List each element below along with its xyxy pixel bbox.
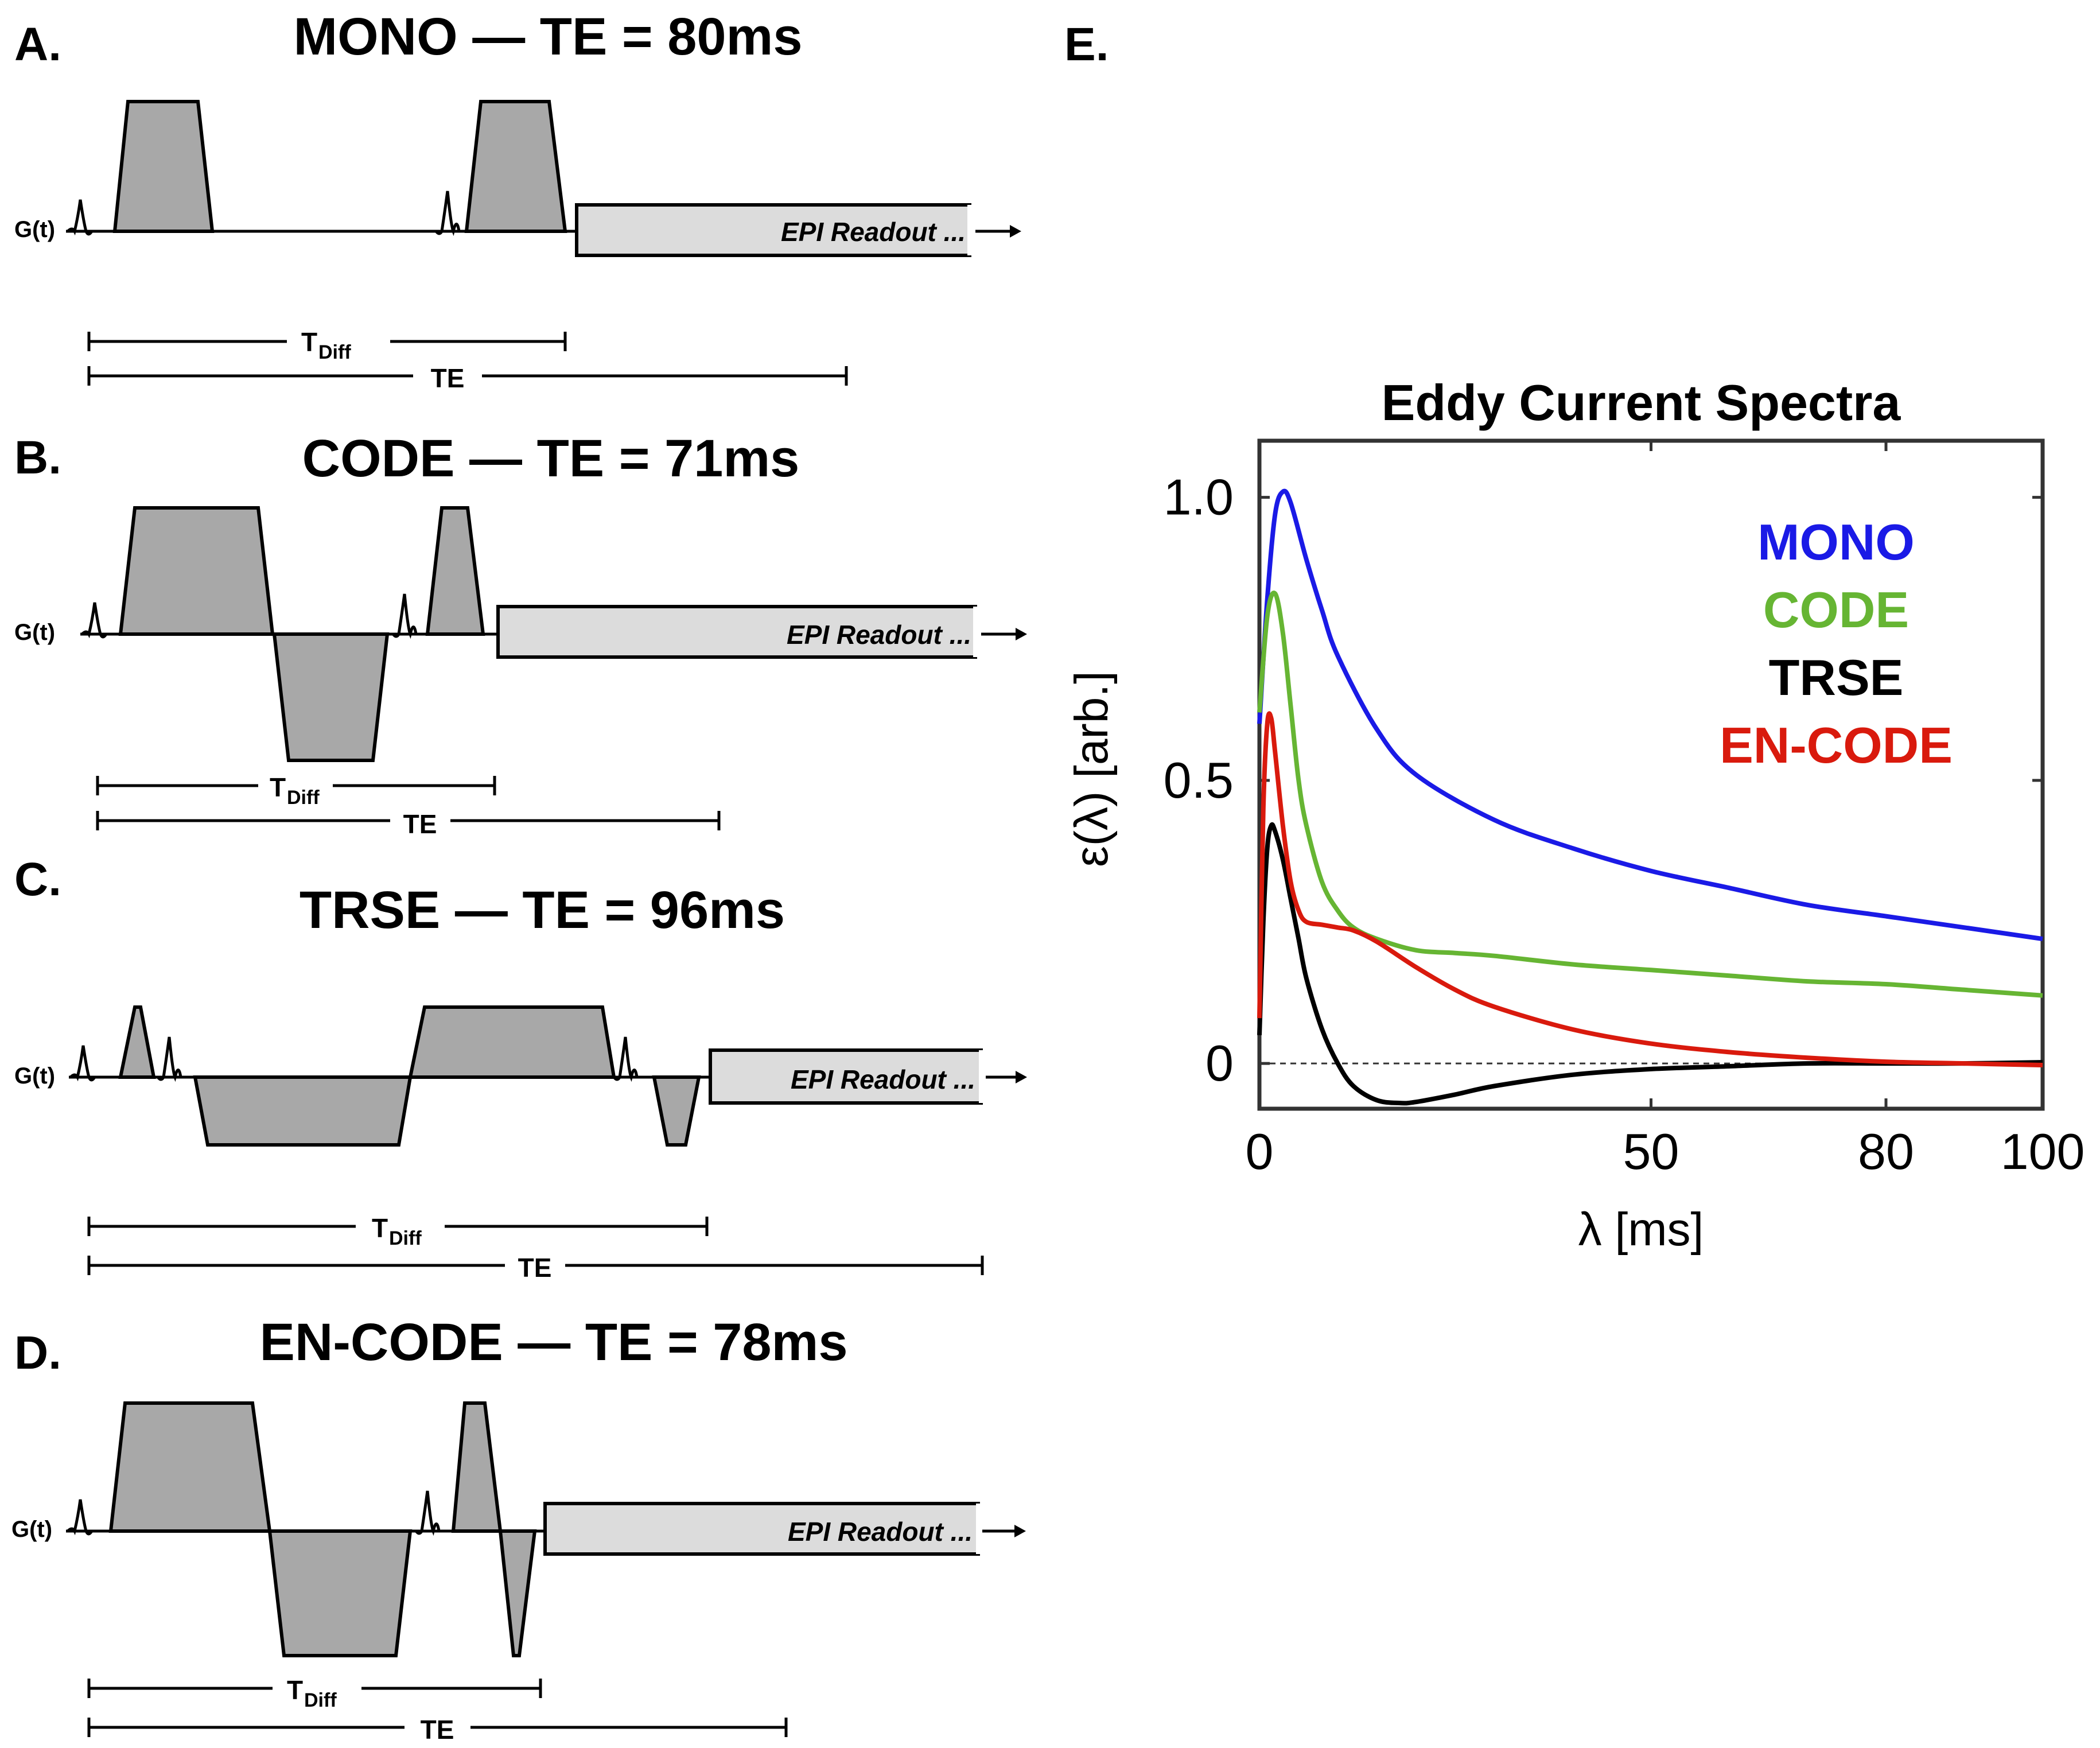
- panel-d-arrow-icon: [1014, 1525, 1026, 1537]
- svg-text:Diff: Diff: [287, 787, 320, 809]
- panel-c-gradient-lobe-1: [118, 1005, 156, 1079]
- panel-b-title: CODE — TE = 71ms: [302, 429, 800, 488]
- panel-a-gradient-lobe-2: [464, 100, 567, 233]
- panel-a-gradient-lobe-1: [112, 100, 215, 233]
- svg-text:Diff: Diff: [304, 1689, 337, 1711]
- panel-d-gradient-lobe-1: [108, 1401, 272, 1533]
- panel-b-tdiff-span: T Diff: [96, 772, 496, 809]
- legend-entry-code: CODE: [1763, 581, 1909, 638]
- svg-text:TE: TE: [518, 1253, 552, 1283]
- panel-b-arrow-icon: [1016, 628, 1027, 640]
- panel-c-letter: C.: [14, 853, 61, 906]
- legend-entry-trse: TRSE: [1769, 649, 1904, 706]
- panel-c-gradient-lobe-2: [193, 1075, 413, 1147]
- legend-entry-mono: MONO: [1757, 514, 1915, 570]
- panel-b-gradient-lobe-2: [272, 632, 390, 762]
- panel-e-letter: E.: [1064, 18, 1109, 71]
- y-tick-label-2: 1.0: [1164, 469, 1234, 526]
- panel-a: A. MONO — TE = 80ms G(t) EPI Readout ...…: [14, 7, 1021, 393]
- series-line-mono: [1257, 488, 2043, 942]
- svg-text:TE: TE: [403, 809, 437, 839]
- panel-c: C. TRSE — TE = 96ms G(t) EPI Readout ...…: [14, 853, 1027, 1283]
- svg-text:T: T: [287, 1675, 303, 1705]
- series-line-trse: [1257, 822, 2043, 1106]
- panel-a-title: MONO — TE = 80ms: [293, 7, 802, 66]
- series-line-code: [1257, 591, 2043, 998]
- panel-c-rf-refocus-2: [613, 1036, 639, 1082]
- series-line-en-code: [1257, 711, 2043, 1067]
- panel-c-gradient-lobe-3: [408, 1005, 616, 1079]
- panel-c-gradient-lobe-4: [652, 1075, 701, 1147]
- svg-text:Diff: Diff: [389, 1228, 422, 1249]
- panel-d-epi-label: EPI Readout ...: [788, 1517, 973, 1547]
- svg-text:T: T: [372, 1213, 388, 1243]
- svg-text:TE: TE: [431, 363, 465, 393]
- panel-a-epi-label: EPI Readout ...: [781, 217, 966, 247]
- panel-a-arrow-icon: [1010, 225, 1021, 238]
- panel-d: D. EN-CODE — TE = 78ms G(t) EPI Readout …: [11, 1313, 1026, 1745]
- chart-plot-area: 0 50 80 100 0 0.5 1.0 MONO CODE TRSE EN-CODE: [1164, 438, 2085, 1180]
- panel-a-rf-refocus: [435, 191, 461, 236]
- panel-c-title: TRSE — TE = 96ms: [300, 881, 785, 939]
- panel-a-rf-excitation: [67, 199, 94, 236]
- panel-a-tdiff-span: T Diff: [87, 327, 567, 363]
- panel-b-rf-refocus: [392, 593, 418, 639]
- x-tick-label-100: 100: [2001, 1123, 2085, 1180]
- panel-b-letter: B.: [14, 432, 61, 484]
- panel-d-title: EN-CODE — TE = 78ms: [259, 1313, 847, 1372]
- y-tick-label-0: 0: [1205, 1035, 1234, 1091]
- panel-a-gt-label: G(t): [14, 217, 55, 242]
- svg-text:T: T: [301, 327, 317, 357]
- panel-c-arrow-icon: [1016, 1071, 1027, 1083]
- x-tick-label-0: 0: [1246, 1123, 1274, 1180]
- panel-b: B. CODE — TE = 71ms G(t) EPI Readout ...…: [14, 429, 1027, 839]
- panel-c-gt-label: G(t): [14, 1063, 55, 1089]
- plot-frame: [1257, 438, 2045, 1111]
- panel-b-epi-label: EPI Readout ...: [787, 620, 971, 650]
- panel-b-te-span: TE: [96, 809, 721, 839]
- svg-text:T: T: [270, 772, 286, 802]
- panel-d-letter: D.: [14, 1327, 61, 1379]
- panel-c-tdiff-span: T Diff: [87, 1213, 709, 1249]
- panel-c-te-span: TE: [87, 1253, 984, 1283]
- panel-d-gradient-lobe-3: [451, 1401, 503, 1533]
- panel-c-rf-refocus-1: [157, 1036, 182, 1082]
- chart-title: Eddy Current Spectra: [1382, 374, 1901, 431]
- panel-c-epi-label: EPI Readout ...: [791, 1065, 975, 1094]
- x-tick-label-50: 50: [1623, 1123, 1679, 1180]
- panel-b-gradient-lobe-1: [118, 506, 275, 636]
- panel-d-gradient-lobe-2: [267, 1529, 413, 1657]
- panel-b-gt-label: G(t): [14, 620, 55, 645]
- panel-d-tdiff-span: T Diff: [87, 1675, 542, 1711]
- panel-a-letter: A.: [14, 18, 61, 71]
- panel-d-rf-refocus: [415, 1490, 441, 1536]
- panel-e: E. Eddy Current Spectra 0 50 80 100 0 0.5 1.0 M…: [1064, 18, 2085, 1256]
- panel-b-rf-excitation: [81, 602, 108, 639]
- panel-d-rf-excitation: [67, 1499, 94, 1536]
- y-tick-label-1: 0.5: [1164, 752, 1234, 809]
- panel-c-rf-excitation: [69, 1045, 96, 1082]
- x-axis-label: λ [ms]: [1578, 1203, 1704, 1256]
- panel-b-gradient-lobe-3: [425, 506, 485, 636]
- legend-entry-en-code: EN-CODE: [1720, 717, 1953, 774]
- panel-d-gt-label: G(t): [11, 1517, 52, 1542]
- svg-text:TE: TE: [421, 1715, 454, 1745]
- panel-d-gradient-lobe-4: [498, 1529, 537, 1657]
- panel-a-te-span: TE: [87, 363, 848, 393]
- y-axis-label: ε(λ) [arb.]: [1065, 671, 1118, 867]
- x-tick-label-80: 80: [1858, 1123, 1914, 1180]
- svg-text:Diff: Diff: [318, 341, 351, 363]
- panel-d-te-span: TE: [87, 1715, 788, 1745]
